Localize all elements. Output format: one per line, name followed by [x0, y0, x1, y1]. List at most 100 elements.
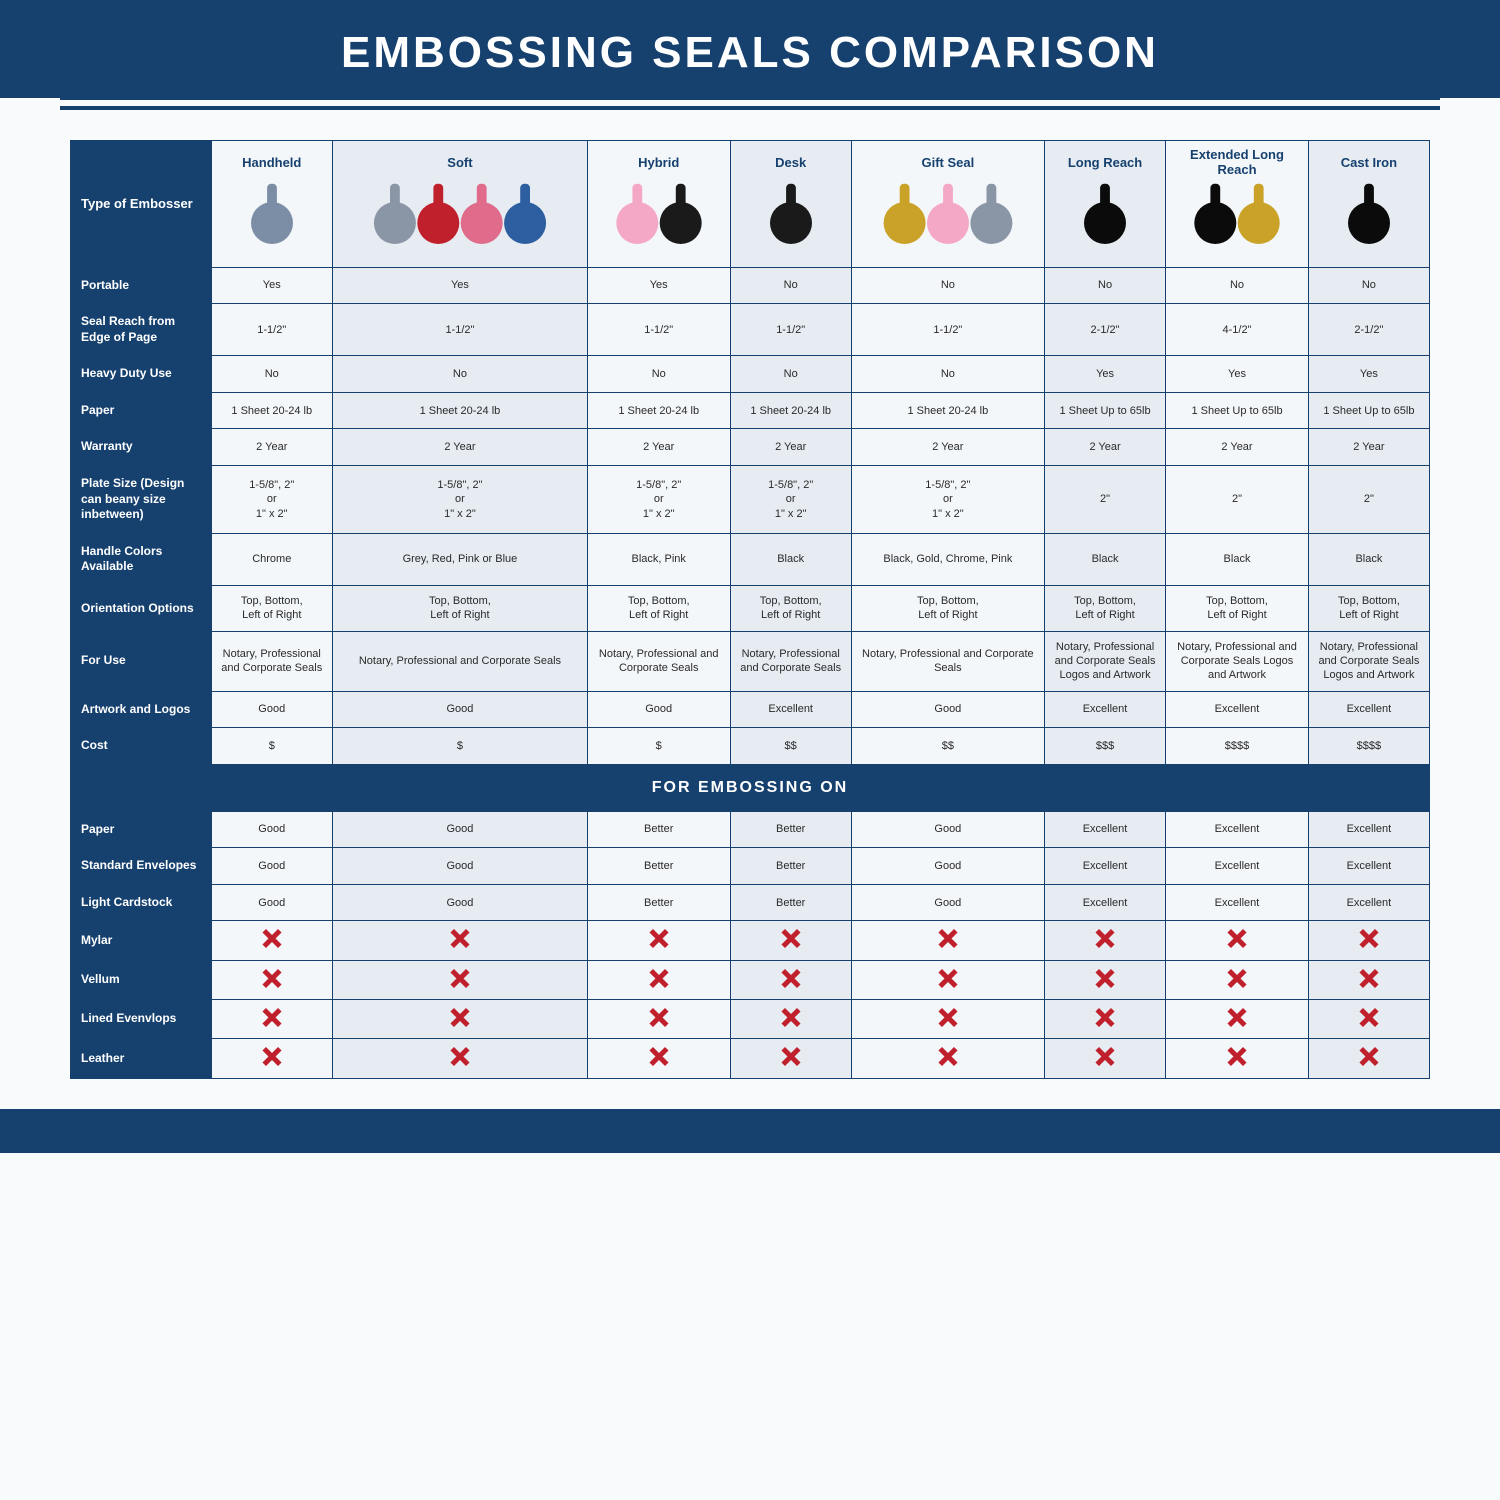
table-cell: Good: [211, 884, 332, 921]
table-cell: Excellent: [1308, 884, 1429, 921]
table-row: Cost$$$$$$$$$$$$$$$$$$: [71, 728, 1430, 765]
table-row: PortableYesYesYesNoNoNoNoNo: [71, 267, 1430, 304]
row-label: Cost: [71, 728, 212, 765]
table-cell: 1 Sheet 20-24 lb: [211, 392, 332, 429]
table-cell: $: [587, 728, 730, 765]
table-cell-x: [1308, 960, 1429, 999]
section-header: FOR EMBOSSING ON: [71, 764, 1430, 811]
table-cell: 2 Year: [211, 429, 332, 466]
x-icon: [1096, 1047, 1114, 1065]
x-icon: [451, 1008, 469, 1026]
table-cell: Excellent: [1166, 811, 1309, 848]
column-header: Desk: [730, 141, 851, 180]
embosser-icon: .embosser[style*='#7c8ea6']::after{backg…: [251, 202, 293, 244]
x-icon: [939, 969, 957, 987]
table-cell: Good: [332, 884, 587, 921]
table-cell-x: [851, 1000, 1044, 1039]
row-label: Light Cardstock: [71, 884, 212, 921]
table-cell-x: [1044, 960, 1165, 999]
x-icon: [1096, 1008, 1114, 1026]
column-header: Extended Long Reach: [1166, 141, 1309, 180]
embosser-icon: .embosser[style*='#8a96a6']::after{backg…: [970, 202, 1012, 244]
table-cell: 2 Year: [1044, 429, 1165, 466]
table-cell: Excellent: [1044, 848, 1165, 885]
table-cell: Top, Bottom,Left of Right: [587, 586, 730, 632]
x-icon: [451, 929, 469, 947]
table-cell: Excellent: [1308, 811, 1429, 848]
table-cell: Top, Bottom,Left of Right: [1044, 586, 1165, 632]
table-cell: Top, Bottom,Left of Right: [851, 586, 1044, 632]
table-cell: Black: [1044, 533, 1165, 585]
table-cell: Good: [587, 691, 730, 728]
x-icon: [939, 1008, 957, 1026]
table-cell: 1 Sheet 20-24 lb: [332, 392, 587, 429]
table-cell: $$$: [1044, 728, 1165, 765]
table-row: Lined Evenvlops: [71, 1000, 1430, 1039]
table-cell: Top, Bottom,Left of Right: [1166, 586, 1309, 632]
table-cell: Better: [587, 811, 730, 848]
embosser-icon: .embosser[style*='#0b0b0b']::after{backg…: [1194, 202, 1236, 244]
x-icon: [263, 1008, 281, 1026]
embosser-icon: .embosser[style*='#f4a8c6']::after{backg…: [616, 202, 658, 244]
table-cell-x: [730, 1000, 851, 1039]
table-cell: Better: [730, 848, 851, 885]
column-icon-cell: .embosser[style*='#f4a8c6']::after{backg…: [587, 179, 730, 267]
table-cell: $$$$: [1166, 728, 1309, 765]
table-row: Standard EnvelopesGoodGoodBetterBetterGo…: [71, 848, 1430, 885]
table-cell: No: [211, 356, 332, 393]
column-header: Handheld: [211, 141, 332, 180]
table-cell: Yes: [1166, 356, 1309, 393]
row-label: Portable: [71, 267, 212, 304]
table-cell: 2 Year: [587, 429, 730, 466]
table-cell: 1 Sheet Up to 65lb: [1044, 392, 1165, 429]
table-cell: Notary, Professional and Corporate Seals: [730, 631, 851, 691]
table-cell: Top, Bottom,Left of Right: [211, 586, 332, 632]
column-icon-cell: .embosser[style*='#8a96a6']::after{backg…: [332, 179, 587, 267]
table-row: Leather: [71, 1039, 1430, 1078]
column-header: Gift Seal: [851, 141, 1044, 180]
table-cell: 2-1/2": [1044, 304, 1165, 356]
embosser-icon: .embosser[style*='#8a96a6']::after{backg…: [374, 202, 416, 244]
embosser-icon: .embosser[style*='#1a1a1a']::after{backg…: [659, 202, 701, 244]
table-cell: 2-1/2": [1308, 304, 1429, 356]
table-cell: No: [851, 356, 1044, 393]
row-label: For Use: [71, 631, 212, 691]
table-row: Light CardstockGoodGoodBetterBetterGoodE…: [71, 884, 1430, 921]
table-row: Orientation OptionsTop, Bottom,Left of R…: [71, 586, 1430, 632]
table-cell: No: [730, 267, 851, 304]
row-label: Mylar: [71, 921, 212, 960]
column-icon-cell: .embosser[style*='#7c8ea6']::after{backg…: [211, 179, 332, 267]
x-icon: [1360, 1008, 1378, 1026]
x-icon: [263, 929, 281, 947]
table-cell: Notary, Professional and Corporate Seals: [851, 631, 1044, 691]
x-icon: [650, 929, 668, 947]
table-cell-x: [1166, 1039, 1309, 1078]
table-row: Paper1 Sheet 20-24 lb1 Sheet 20-24 lb1 S…: [71, 392, 1430, 429]
table-cell: No: [332, 356, 587, 393]
table-cell: 1 Sheet Up to 65lb: [1308, 392, 1429, 429]
table-cell: Better: [587, 884, 730, 921]
row-label: Handle Colors Available: [71, 533, 212, 585]
x-icon: [782, 1047, 800, 1065]
embosser-icon: .embosser[style*='#c9a227']::after{backg…: [883, 202, 925, 244]
table-row: Seal Reach from Edge of Page1-1/2"1-1/2"…: [71, 304, 1430, 356]
table-cell: Yes: [1308, 356, 1429, 393]
row-label: Leather: [71, 1039, 212, 1078]
table-cell: Excellent: [1166, 884, 1309, 921]
table-cell: Grey, Red, Pink or Blue: [332, 533, 587, 585]
table-row: Handle Colors AvailableChromeGrey, Red, …: [71, 533, 1430, 585]
table-cell: $$: [730, 728, 851, 765]
table-cell: Notary, Professional and Corporate Seals: [587, 631, 730, 691]
table-cell-x: [1308, 1039, 1429, 1078]
table-cell: 2": [1166, 466, 1309, 534]
column-icon-cell: .embosser[style*='#c9a227']::after{backg…: [851, 179, 1044, 267]
column-icon-cell: .embosser[style*='#1a1a1a']::after{backg…: [730, 179, 851, 267]
embosser-icon: .embosser[style*='#f4a8c6']::after{backg…: [927, 202, 969, 244]
table-cell-x: [851, 960, 1044, 999]
row-label: Paper: [71, 392, 212, 429]
table-cell: $: [211, 728, 332, 765]
table-cell: Black, Pink: [587, 533, 730, 585]
table-cell: 1-1/2": [211, 304, 332, 356]
table-cell: Yes: [1044, 356, 1165, 393]
table-cell-x: [211, 960, 332, 999]
